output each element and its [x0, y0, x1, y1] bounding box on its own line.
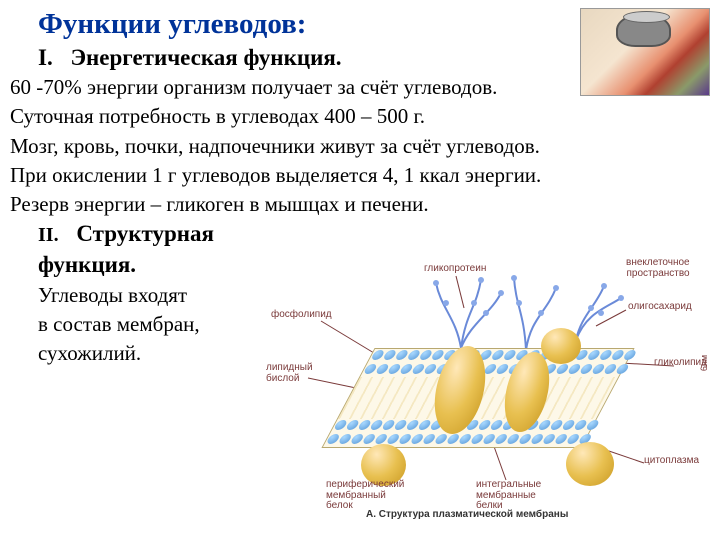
label-peripheral: периферический мембранный белок	[326, 480, 404, 512]
roman-1: I.	[38, 45, 53, 71]
label-bilayer: липидныйбислой	[266, 363, 313, 384]
body-line-8: в состав мембран,	[38, 310, 298, 338]
body-line-9: сухожилий.	[38, 339, 298, 367]
body-line-5: Резерв энергии – гликоген в мышцах и печ…	[10, 190, 710, 218]
heading-1-text: Энергетическая функция.	[70, 45, 341, 70]
label-phospholipid: фосфолипид	[271, 310, 332, 321]
body-line-7: Углеводы входят	[38, 281, 298, 309]
food-image	[580, 8, 710, 96]
label-thickness: 6нм	[699, 355, 709, 371]
diagram-caption: А. Структура плазматической мембраны	[366, 509, 568, 520]
peripheral-protein	[566, 442, 614, 486]
body-line-3: Мозг, кровь, почки, надпочечники живут з…	[10, 132, 710, 160]
body-line-6: функция.	[38, 249, 298, 280]
label-extracellular: внеклеточноепространство	[626, 258, 690, 279]
body-line-2: Суточная потребность в углеводах 400 – 5…	[10, 102, 710, 130]
heading-2-text: Структурная	[76, 221, 214, 246]
label-cytoplasm: цитоплазма	[644, 456, 699, 467]
lipid-row	[368, 349, 633, 363]
peripheral-protein	[541, 328, 581, 364]
lipid-row	[323, 433, 588, 447]
body-line-4: При окислении 1 г углеводов выделяется 4…	[10, 161, 710, 189]
label-glycoprotein: гликопротеин	[424, 264, 486, 275]
section-2-heading: II. Структурная	[38, 221, 710, 247]
label-oligosaccharide: олигосахарид	[628, 302, 692, 313]
roman-2: II.	[38, 224, 59, 247]
lipid-row	[360, 363, 625, 377]
label-integral: интегральные мембранные белки	[476, 480, 541, 512]
membrane-diagram: фосфолипид липидныйбислой гликопротеин в…	[266, 258, 706, 518]
